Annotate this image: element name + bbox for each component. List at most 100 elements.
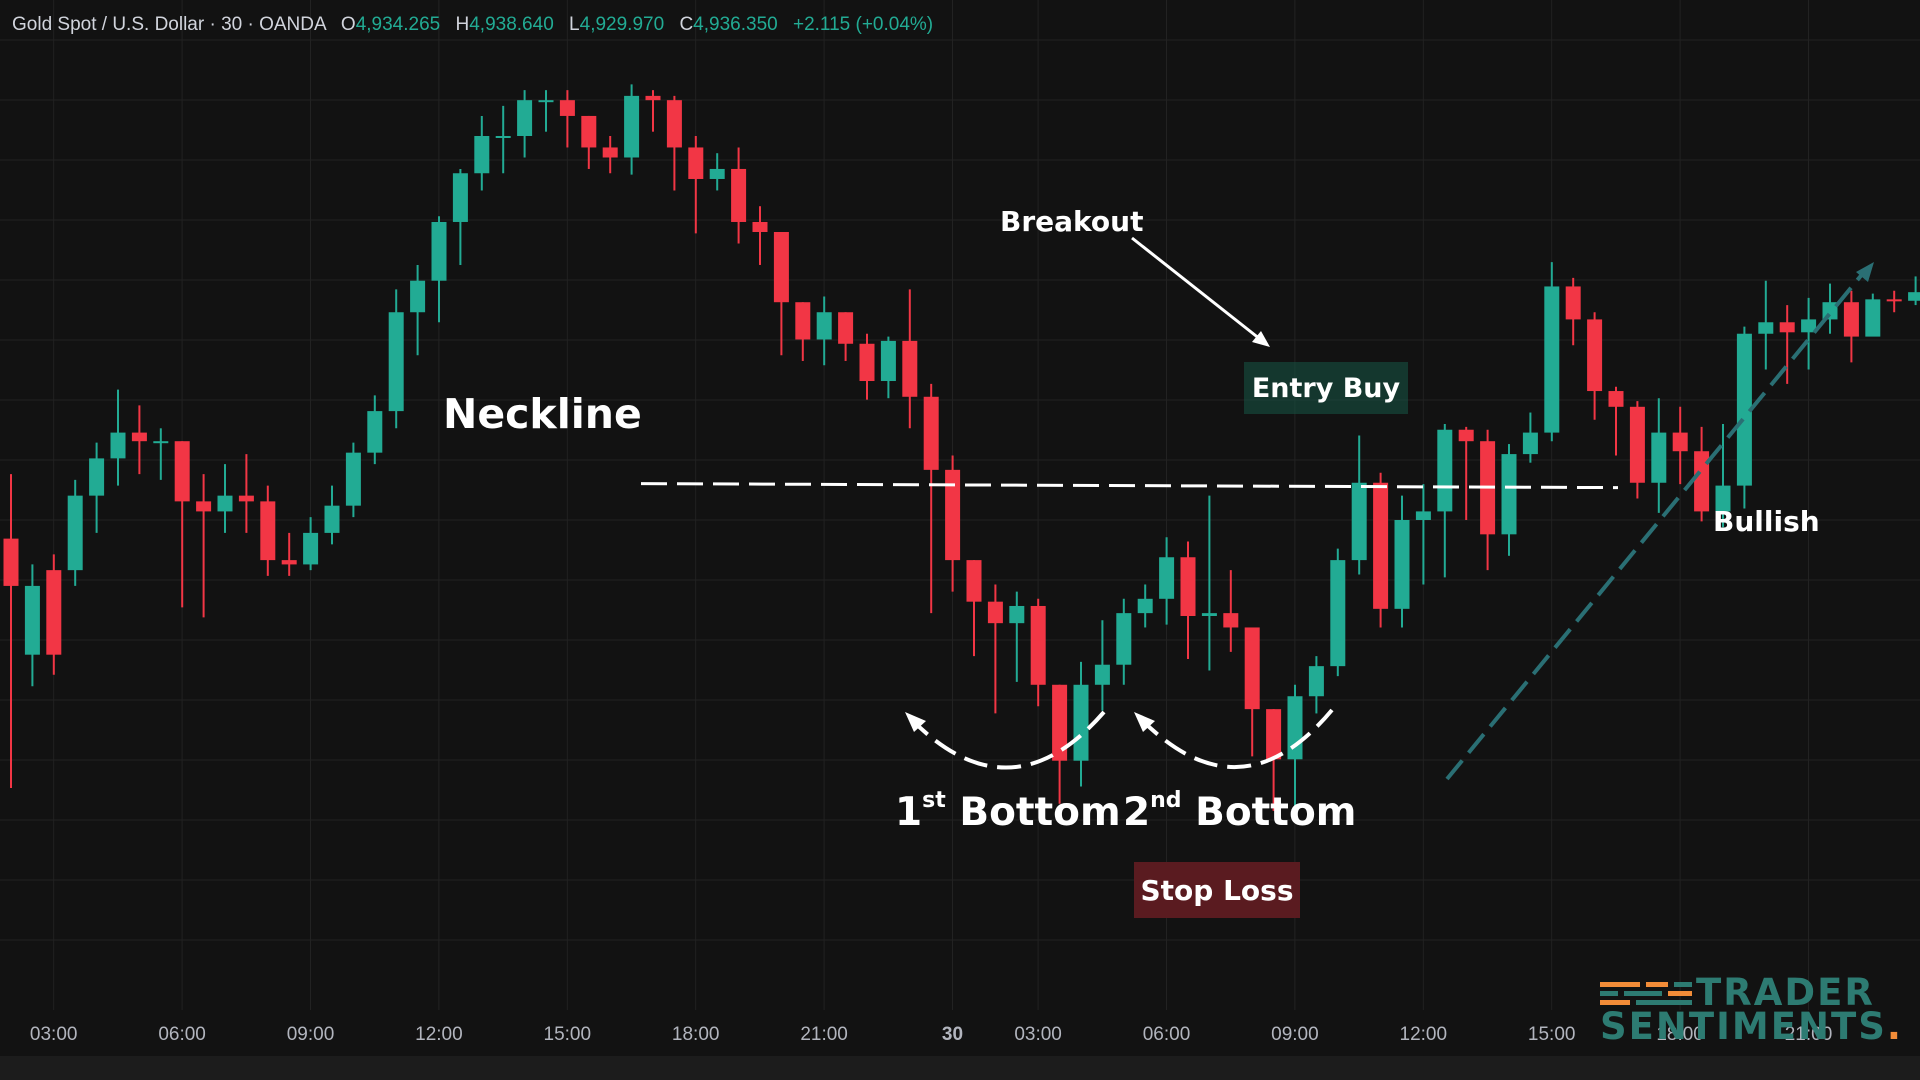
candle-body (1608, 391, 1624, 407)
bullish-label: Bullish (1713, 505, 1820, 538)
candle-body (46, 570, 62, 655)
candle-body (1030, 605, 1046, 685)
candle-body (1458, 429, 1474, 442)
candle-body (1694, 451, 1710, 512)
candle-body (1137, 598, 1153, 614)
candle-body (238, 495, 254, 502)
candle-body (538, 100, 554, 103)
second-bottom-arc (1134, 708, 1334, 769)
candle-body (1522, 432, 1538, 455)
candle-body (1394, 520, 1410, 609)
candle-body (1266, 709, 1282, 760)
x-tick-label: 09:00 (287, 1024, 335, 1045)
x-tick-label: 15:00 (1528, 1024, 1576, 1045)
second-bottom-suffix: nd (1150, 788, 1182, 813)
candle-body (1201, 613, 1217, 616)
candle-body (602, 147, 618, 158)
x-axis-labels: 03:00 06:00 09:00 12:00 15:00 18:00 21:00 30 03:… (30, 1024, 1832, 1045)
candle-body (709, 168, 725, 179)
candle-body (1843, 302, 1859, 337)
second-bottom-label: 2nd Bottom (1123, 788, 1356, 835)
candle-body (645, 95, 661, 101)
open-label: O (340, 14, 356, 35)
close-label: C (679, 14, 694, 35)
candle-body (688, 147, 704, 179)
x-tick-label: 18:00 (1656, 1024, 1704, 1045)
x-tick-label: 03:00 (1014, 1024, 1062, 1045)
candle-body (1052, 684, 1068, 761)
second-bottom-number: 2 (1123, 790, 1151, 835)
candle-body (517, 100, 533, 136)
symbol-header: Gold Spot / U.S. Dollar · 30 · OANDA O4,… (12, 14, 933, 36)
candle-body (816, 312, 832, 340)
candle-body (260, 501, 276, 561)
candle-body (431, 221, 447, 281)
x-tick-label: 15:00 (544, 1024, 592, 1045)
candle-body (110, 432, 126, 459)
neckline-line (640, 482, 1619, 490)
candle-body (1373, 482, 1389, 609)
stop-loss-label: Stop Loss (1134, 862, 1300, 918)
candlestick-series (3, 84, 1920, 814)
logo-line2: SENTIMENTS (1600, 1005, 1887, 1048)
first-bottom-arc (905, 710, 1106, 770)
candle-body (1587, 319, 1603, 392)
first-bottom-suffix: st (922, 788, 946, 813)
x-tick-label: 06:00 (158, 1024, 206, 1045)
open-value: 4,934.265 (355, 14, 441, 35)
logo-line1: TRADER (1696, 971, 1875, 1014)
candle-body (1437, 429, 1453, 512)
candle-body (1672, 432, 1688, 452)
candle-body (666, 100, 682, 148)
x-tick-label: 09:00 (1271, 1024, 1319, 1045)
candle-body (1159, 557, 1175, 599)
breakout-arrow (1131, 236, 1270, 347)
candle-body (281, 560, 297, 565)
logo-bars-icon (1600, 980, 1692, 1006)
symbol-title: Gold Spot / U.S. Dollar · 30 · OANDA (12, 14, 326, 35)
x-tick-label: 21:00 (1785, 1024, 1833, 1045)
candle-body (1908, 292, 1920, 301)
first-bottom-word: Bottom (959, 790, 1121, 835)
x-tick-label: 03:00 (30, 1024, 78, 1045)
candle-body (345, 452, 361, 506)
trader-sentiments-logo: TRADER SENTIMENTS. (1600, 971, 1903, 1048)
bottom-toolbar (0, 1056, 1920, 1080)
candle-body (1180, 557, 1196, 616)
candle-body (752, 221, 768, 232)
candle-body (367, 411, 383, 453)
candle-body (1330, 560, 1346, 667)
low-value: 4,929.970 (579, 14, 665, 35)
candle-body (923, 396, 939, 470)
candle-body (474, 136, 490, 174)
candle-body (1116, 613, 1132, 665)
candle-body (1223, 613, 1239, 628)
candle-body (859, 343, 875, 382)
candle-body (174, 441, 190, 502)
candle-body (838, 312, 854, 344)
change-value: +2.115 (+0.04%) (792, 14, 934, 35)
candle-body (67, 495, 83, 571)
candle-body (880, 340, 896, 382)
candle-body (303, 532, 319, 565)
candle-body (902, 340, 918, 397)
x-tick-label: 18:00 (672, 1024, 720, 1045)
candle-body (1736, 333, 1752, 486)
candle-body (1308, 666, 1324, 697)
candle-body (1801, 319, 1817, 333)
candle-body (1073, 684, 1089, 761)
candle-body (495, 136, 511, 138)
candle-body (1779, 322, 1795, 333)
candle-body (1544, 286, 1560, 433)
candle-body (1629, 406, 1645, 483)
candle-body (945, 469, 961, 561)
candle-body (3, 538, 19, 586)
candle-body (1415, 511, 1431, 520)
candle-body (217, 495, 233, 512)
candle-body (24, 585, 40, 655)
candle-body (1351, 482, 1367, 561)
entry-buy-label: Entry Buy (1244, 362, 1408, 414)
x-tick-label: 21:00 (800, 1024, 848, 1045)
candle-body (731, 168, 747, 222)
